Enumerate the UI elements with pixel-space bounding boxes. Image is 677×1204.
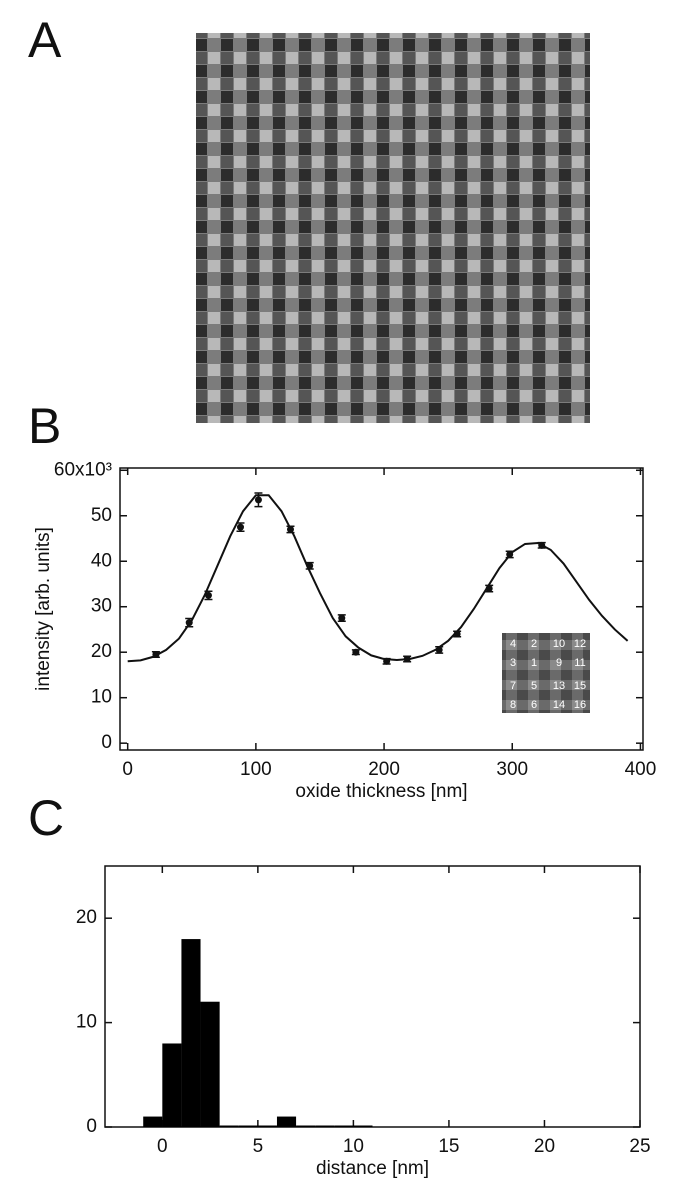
inset-image: [502, 633, 590, 713]
inset-label: 13: [553, 680, 565, 692]
x-tick-label: 25: [629, 1136, 650, 1157]
panel-label: B: [28, 398, 61, 454]
y-tick-label: 0: [86, 1116, 97, 1137]
inset-label: 1: [531, 657, 537, 669]
data-point: [254, 496, 262, 504]
x-tick-label: 5: [253, 1136, 264, 1157]
panel-label: A: [28, 12, 62, 68]
histogram-bar: [334, 1125, 354, 1127]
data-point: [306, 562, 314, 570]
x-tick-label: 0: [157, 1136, 168, 1157]
data-point: [383, 657, 391, 665]
inset-label: 15: [574, 680, 586, 692]
x-axis-label: distance [nm]: [316, 1158, 429, 1179]
y-tick-label: 40: [91, 550, 112, 571]
y-tick-label: 20: [76, 907, 97, 928]
inset-label: 8: [510, 699, 516, 711]
inset-label: 14: [553, 699, 565, 711]
inset-label: 7: [510, 680, 516, 692]
inset-label: 6: [531, 699, 537, 711]
data-point: [538, 541, 546, 549]
inset-label: 2: [531, 638, 537, 650]
data-point: [435, 646, 443, 654]
data-point: [236, 523, 244, 531]
x-tick-label: 0: [122, 759, 133, 780]
data-point: [485, 585, 493, 593]
histogram-bar: [162, 1043, 182, 1127]
inset-label: 3: [510, 657, 516, 669]
data-point: [352, 648, 360, 656]
data-point: [338, 614, 346, 622]
histogram-bar: [238, 1125, 258, 1127]
x-tick-label: 10: [343, 1136, 364, 1157]
x-tick-label: 300: [496, 759, 528, 780]
histogram-bar: [296, 1125, 316, 1127]
data-point: [403, 655, 411, 663]
panel-label: C: [28, 790, 64, 846]
x-axis-label: oxide thickness [nm]: [295, 781, 467, 802]
x-tick-label: 100: [240, 759, 272, 780]
histogram-bar: [143, 1116, 163, 1127]
inset-label: 11: [574, 657, 585, 669]
data-point: [185, 619, 193, 627]
lattice-image: [196, 33, 590, 423]
y-tick-label: 60x10³: [54, 459, 112, 480]
inset-label: 10: [553, 638, 565, 650]
y-tick-label: 0: [101, 732, 112, 753]
data-point: [506, 550, 514, 558]
histogram-bar: [219, 1125, 239, 1127]
x-tick-label: 200: [368, 759, 400, 780]
y-tick-label: 10: [91, 687, 112, 708]
y-tick-label: 10: [76, 1012, 97, 1033]
histogram-bar: [276, 1116, 297, 1127]
inset-label: 16: [574, 699, 586, 711]
histogram-bar: [200, 1001, 220, 1127]
histogram-bar: [257, 1125, 277, 1127]
histogram-bar: [181, 939, 201, 1127]
inset-label: 9: [556, 657, 562, 669]
x-tick-label: 15: [438, 1136, 459, 1157]
inset-label: 5: [531, 680, 537, 692]
plot-frame: [119, 467, 644, 751]
y-tick-label: 30: [91, 596, 112, 617]
histogram-bar: [315, 1125, 335, 1127]
inset-label: 12: [574, 638, 586, 650]
y-axis-label: intensity [arb. units]: [33, 527, 54, 691]
data-point: [152, 650, 160, 658]
histogram-bar: [353, 1125, 373, 1127]
data-point: [204, 591, 212, 599]
x-tick-label: 400: [625, 759, 657, 780]
inset-label: 4: [510, 638, 516, 650]
y-tick-label: 50: [91, 505, 112, 526]
data-point: [286, 525, 294, 533]
y-tick-label: 20: [91, 641, 112, 662]
data-point: [453, 630, 461, 638]
x-tick-label: 20: [534, 1136, 555, 1157]
